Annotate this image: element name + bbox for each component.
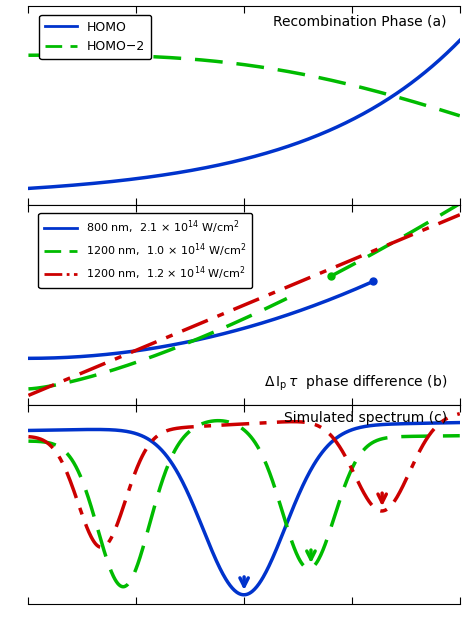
Text: Recombination Phase (a): Recombination Phase (a) (273, 14, 447, 28)
Legend: HOMO, HOMO−2: HOMO, HOMO−2 (39, 14, 151, 59)
Legend: 800 nm,  2.1 × 10$^{14}$ W/cm$^2$, 1200 nm,  1.0 × 10$^{14}$ W/cm$^2$, 1200 nm, : 800 nm, 2.1 × 10$^{14}$ W/cm$^2$, 1200 n… (38, 213, 252, 288)
Text: $\Delta\,\mathrm{I_p}\,\tau$  phase difference (b): $\Delta\,\mathrm{I_p}\,\tau$ phase diffe… (264, 374, 447, 392)
Text: Simulated spectrum (c): Simulated spectrum (c) (284, 411, 447, 425)
